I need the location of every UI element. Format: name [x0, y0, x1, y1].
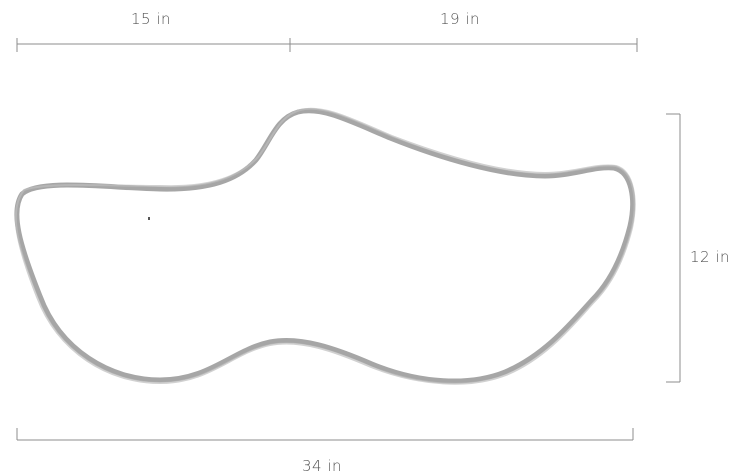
top-left-dimension-label: 15 in [131, 10, 171, 28]
height-dimension-label: 12 in [690, 248, 730, 266]
right-dimension-bar [666, 113, 681, 383]
top-dimension-bar [16, 38, 638, 52]
clog-shoe-outline-icon [14, 107, 636, 385]
bottom-dimension-bar [16, 428, 634, 441]
total-width-dimension-label: 34 in [302, 457, 342, 475]
top-right-dimension-label: 19 in [440, 10, 480, 28]
speck-mark [148, 217, 150, 220]
clog-outline-texture [14, 107, 636, 385]
clog-outline-stroke [14, 108, 636, 384]
